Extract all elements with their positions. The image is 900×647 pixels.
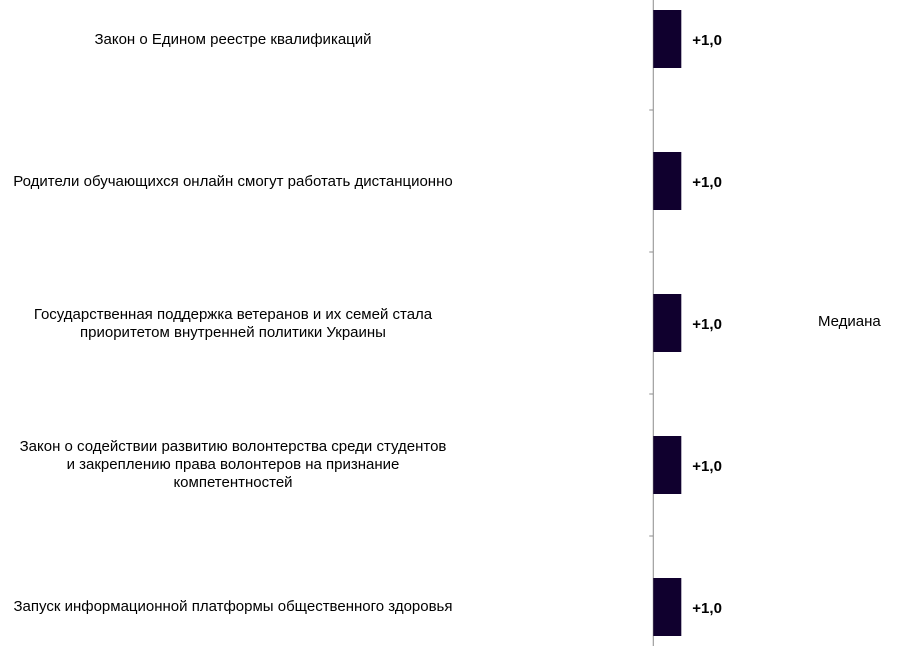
- data-label-2: +1,0: [692, 316, 722, 333]
- bar-4: [653, 578, 682, 636]
- category-label-0: Закон о Едином реестре квалификаций: [0, 0, 466, 80]
- bar-3: [653, 436, 682, 494]
- category-label-1-line-0: Родители обучающихся онлайн смогут работ…: [13, 173, 453, 190]
- bar-0: [653, 10, 682, 68]
- data-label-4: +1,0: [692, 600, 722, 617]
- category-label-1: Родители обучающихся онлайн смогут работ…: [0, 142, 466, 222]
- category-label-2-line-1: приоритетом внутренней политики Украины: [80, 324, 386, 341]
- category-label-4: Запуск информационной платформы обществе…: [0, 567, 466, 647]
- data-label-3: +1,0: [692, 458, 722, 475]
- category-label-3: Закон о содействии развитию волонтерства…: [0, 425, 466, 505]
- category-label-2: Государственная поддержка ветеранов и их…: [0, 284, 466, 364]
- data-label-1: +1,0: [692, 174, 722, 191]
- category-label-3-line-1: и закреплению права волонтеров на призна…: [66, 456, 400, 473]
- legend-median: Медиана: [818, 313, 881, 330]
- category-label-2-line-0: Государственная поддержка ветеранов и их…: [33, 306, 433, 323]
- data-label-0: +1,0: [692, 32, 722, 49]
- bar-2: [653, 294, 682, 352]
- category-label-4-line-0: Запуск информационной платформы обществе…: [13, 598, 453, 615]
- category-label-3-line-0: Закон о содействии развитию волонтерства…: [19, 438, 447, 455]
- category-label-0-line-0: Закон о Едином реестре квалификаций: [94, 31, 372, 48]
- category-label-3-line-2: компетентностей: [173, 474, 293, 491]
- bar-1: [653, 152, 682, 210]
